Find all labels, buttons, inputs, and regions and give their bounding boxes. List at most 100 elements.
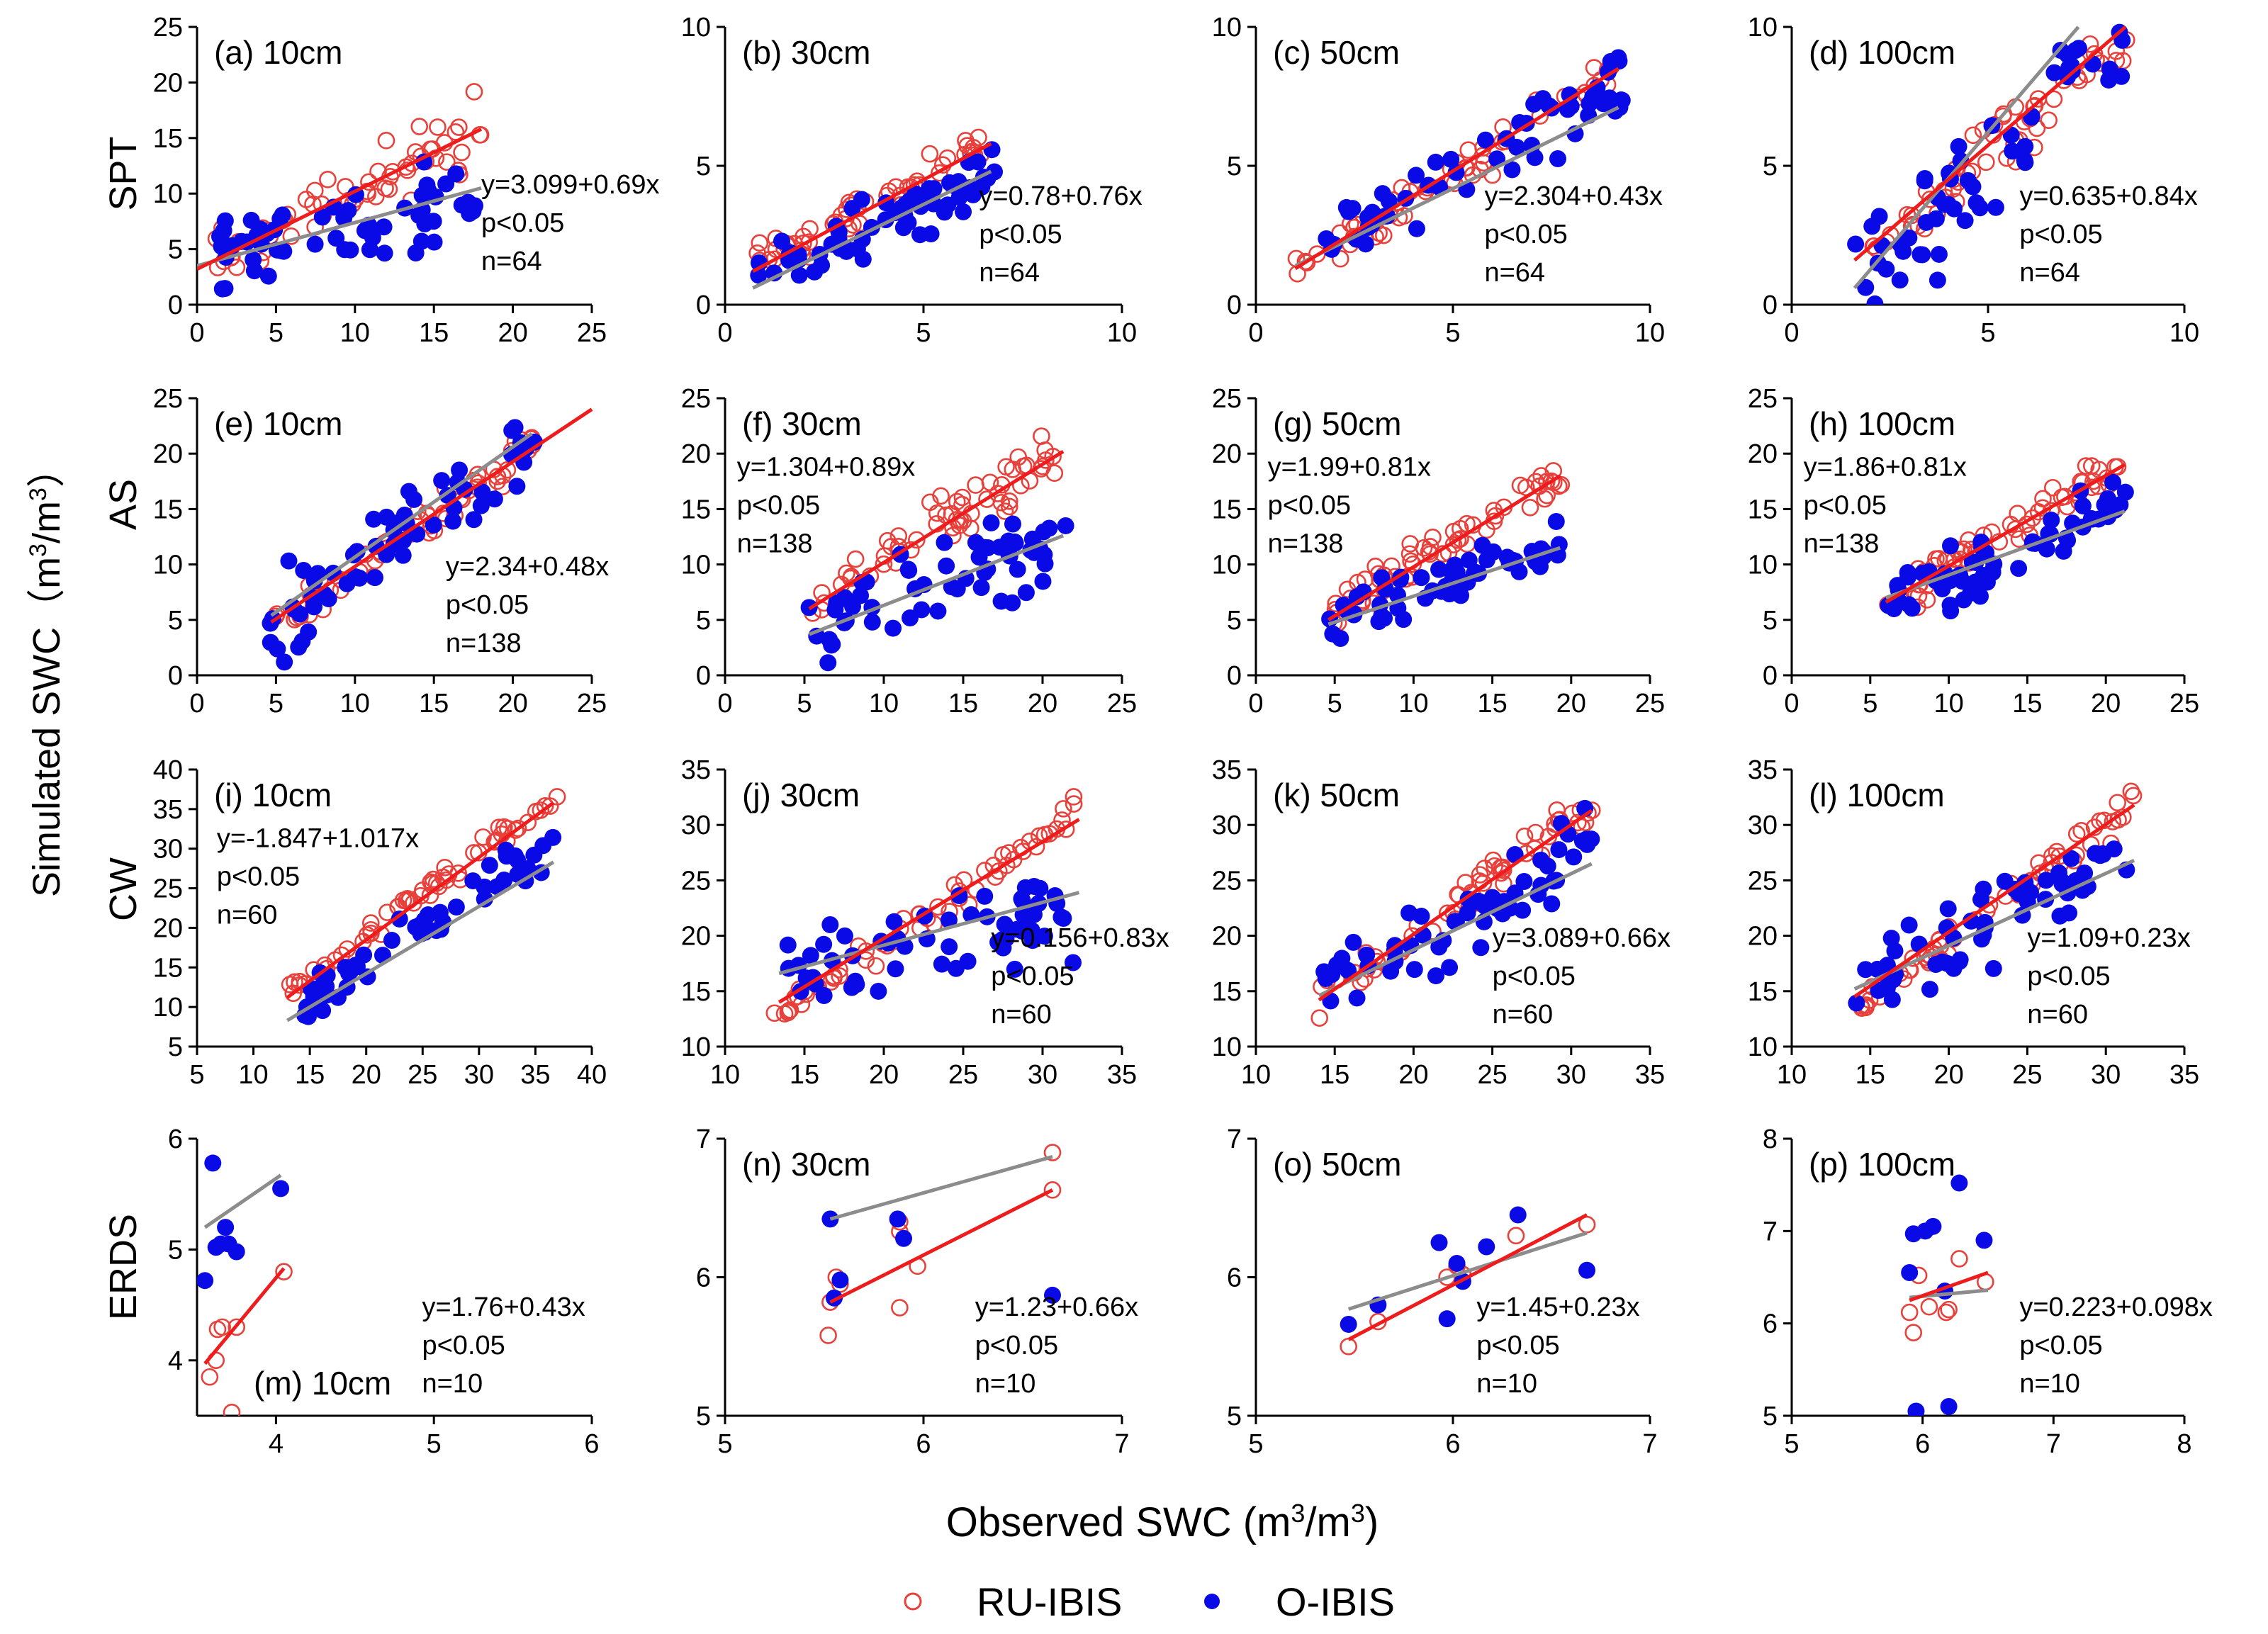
point-ru-ibis: [1977, 153, 1995, 171]
point-ru-ibis: [908, 531, 926, 549]
y-tick-label: 20: [153, 439, 183, 469]
point-ru-ibis: [1043, 1144, 1062, 1161]
point-ru-ibis: [1552, 475, 1571, 494]
point-o-ibis: [1901, 1263, 1919, 1281]
y-tick-label: 6: [168, 1125, 183, 1154]
y-tick-label: 0: [1763, 291, 1778, 320]
point-ru-ibis: [1940, 1300, 1958, 1319]
point-o-ibis: [2037, 872, 2055, 889]
point-ru-ibis: [223, 1404, 241, 1416]
point-o-ibis: [1427, 967, 1444, 985]
fit-line-ru-ibis: [1853, 26, 2127, 262]
point-o-ibis: [2062, 850, 2080, 867]
point-o-ibis: [1561, 86, 1578, 103]
point-o-ibis: [929, 602, 947, 620]
point-o-ibis: [213, 280, 231, 298]
point-ru-ibis: [474, 828, 492, 846]
regression-annotation: y=3.099+0.69x: [481, 170, 659, 200]
point-ru-ibis: [978, 490, 996, 508]
point-ru-ibis: [1474, 874, 1493, 892]
point-o-ibis: [1476, 131, 1494, 149]
legend-marker-o-ibis: [1204, 1594, 1220, 1609]
point-o-ibis: [1317, 970, 1335, 988]
point-o-ibis: [327, 230, 345, 247]
x-tick-label: 15: [419, 689, 449, 719]
y-tick-label: 15: [153, 953, 183, 983]
x-tick-label: 6: [584, 1429, 599, 1459]
regression-annotation: n=138: [446, 629, 522, 658]
point-o-ibis: [485, 490, 503, 508]
y-tick-label: 0: [1227, 661, 1242, 691]
y-tick-label: 20: [1212, 439, 1242, 469]
point-o-ibis: [1899, 568, 1917, 586]
y-tick-label: 5: [168, 606, 183, 636]
x-tick-label: 25: [1477, 1060, 1507, 1090]
regression-annotation: y=1.09+0.23x: [2027, 923, 2190, 953]
x-tick-label: 0: [1784, 318, 1799, 348]
point-ru-ibis: [319, 171, 337, 188]
point-o-ibis: [405, 490, 423, 508]
point-o-ibis: [2055, 542, 2072, 560]
point-ru-ibis: [932, 487, 950, 505]
point-ru-ibis: [2082, 457, 2101, 475]
regression-annotation: p<0.05: [2027, 962, 2110, 991]
plot-area: [281, 788, 566, 1025]
point-o-ibis: [976, 887, 994, 905]
regression-annotation: p<0.05: [217, 862, 300, 891]
point-o-ibis: [922, 225, 940, 243]
panel-i: 5 10 15 20 25 30 35 40 5 10 15 20 25 30 35 40 (i) 10cm y=…: [153, 755, 607, 1090]
point-ru-ibis: [1045, 464, 1064, 483]
point-o-ibis: [2051, 907, 2069, 925]
fit-line-o-ibis: [778, 891, 1080, 976]
point-ru-ibis: [437, 871, 456, 889]
point-o-ibis: [986, 163, 1004, 181]
regression-annotation: n=138: [1804, 529, 1880, 558]
point-o-ibis: [1924, 1217, 1942, 1235]
point-ru-ibis: [875, 555, 893, 573]
point-ru-ibis: [1569, 813, 1587, 832]
point-o-ibis: [459, 193, 477, 211]
y-tick-label: 15: [1212, 495, 1242, 524]
row-label-spt: SPT: [102, 136, 145, 210]
point-o-ibis: [394, 546, 412, 564]
point-ru-ibis: [838, 564, 855, 582]
point-o-ibis: [947, 959, 965, 977]
panel-title: (o) 50cm: [1273, 1146, 1401, 1183]
regression-annotation: p<0.05: [979, 220, 1062, 249]
point-ru-ibis: [948, 511, 966, 529]
point-ru-ibis: [931, 164, 948, 182]
point-o-ibis: [773, 232, 790, 250]
point-o-ibis: [933, 955, 950, 973]
x-tick-label: 20: [498, 689, 527, 719]
point-o-ibis: [821, 915, 839, 933]
y-tick-label: 10: [681, 1032, 711, 1062]
x-tick-label: 30: [2091, 1060, 2121, 1090]
x-tick-label: 10: [2169, 318, 2199, 348]
y-tick-label: 20: [681, 439, 711, 469]
fit-line-ru-ibis: [270, 407, 593, 624]
x-tick-label: 15: [295, 1060, 325, 1090]
fit-line-o-ibis: [203, 1173, 282, 1229]
point-o-ibis: [1602, 52, 1619, 70]
fit-line-ru-ibis: [286, 801, 555, 999]
point-o-ibis: [508, 478, 526, 495]
point-o-ibis: [901, 609, 919, 627]
point-o-ibis: [828, 594, 846, 612]
point-o-ibis: [2104, 473, 2122, 491]
panel-title: (i) 10cm: [214, 777, 332, 813]
y-tick-label: 5: [1227, 152, 1242, 181]
point-ru-ibis: [751, 234, 769, 252]
panel-title: (b) 30cm: [742, 34, 870, 71]
point-o-ibis: [1376, 580, 1394, 598]
point-o-ibis: [1413, 569, 1430, 587]
point-ru-ibis: [1033, 427, 1050, 445]
y-axis-title: Simulated SWC（m3/m3）: [25, 449, 68, 897]
point-ru-ibis: [438, 153, 456, 171]
point-o-ibis: [1941, 537, 1959, 555]
x-tick-label: 5: [1327, 689, 1342, 719]
regression-annotation: p<0.05: [975, 1331, 1058, 1360]
point-ru-ibis: [380, 180, 398, 198]
y-tick-label: 5: [1763, 606, 1778, 636]
fit-line-o-ibis: [829, 1155, 1053, 1221]
point-o-ibis: [1004, 594, 1021, 612]
